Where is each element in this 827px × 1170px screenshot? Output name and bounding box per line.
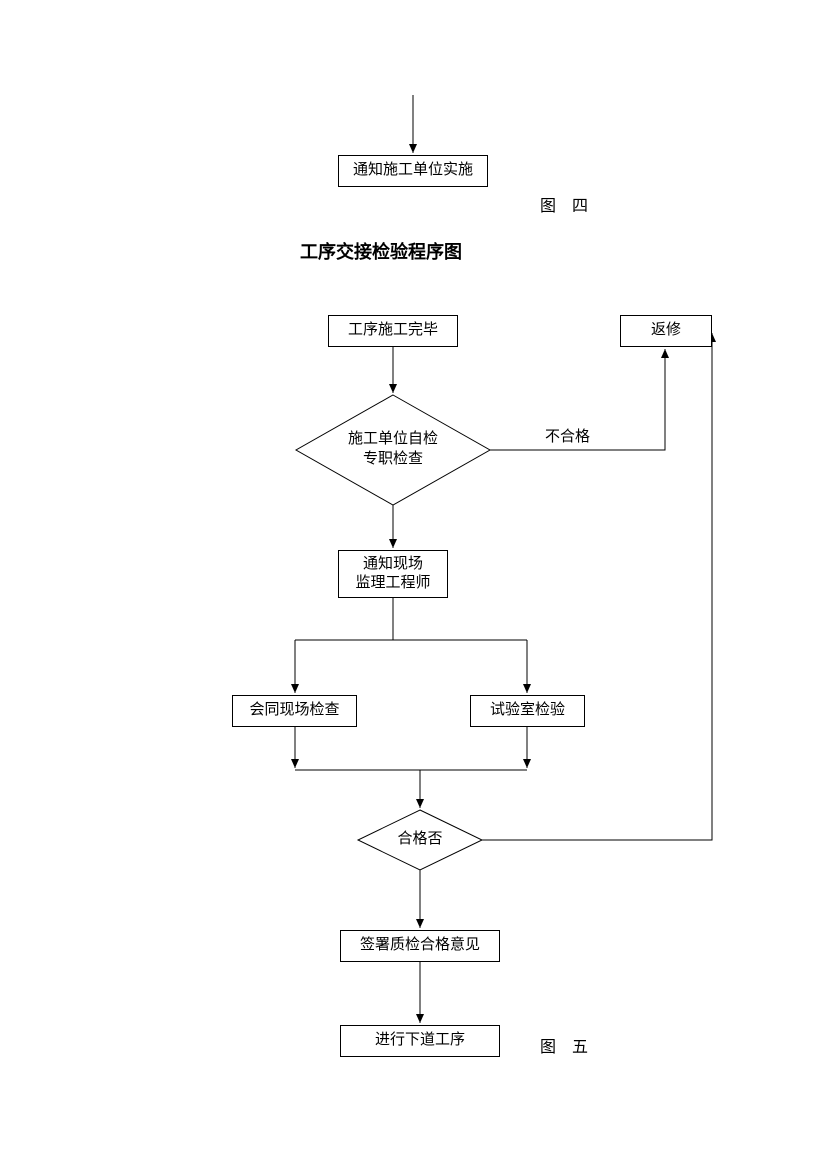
flowchart-svg-clean — [0, 0, 827, 1170]
